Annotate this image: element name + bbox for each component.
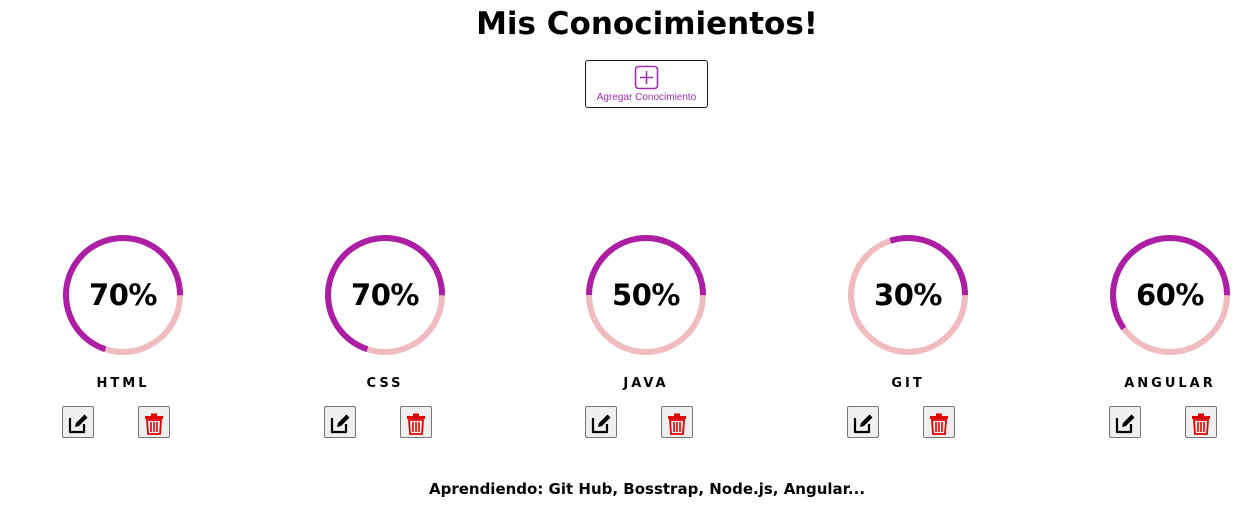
delete-button[interactable] — [1185, 406, 1217, 438]
skill-progress-ring — [847, 234, 969, 356]
edit-button[interactable] — [585, 406, 617, 438]
trash-icon — [145, 413, 163, 435]
skill-percent: 50% — [612, 278, 680, 312]
skill-name: CSS — [366, 376, 404, 391]
edit-button[interactable] — [847, 406, 879, 438]
skill-name: JAVA — [623, 376, 669, 391]
add-knowledge-button[interactable]: Agregar Conocimiento — [585, 60, 708, 108]
edit-icon — [591, 414, 611, 433]
skill-progress-ring — [1109, 234, 1231, 356]
trash-icon — [407, 413, 425, 435]
learning-note: Aprendiendo: Git Hub, Bosstrap, Node.js,… — [428, 480, 866, 498]
delete-button[interactable] — [138, 406, 170, 438]
skill-percent: 60% — [1136, 278, 1204, 312]
trash-icon — [1192, 413, 1210, 435]
skill-percent: 30% — [874, 278, 942, 312]
add-knowledge-label: Agregar Conocimiento — [596, 92, 697, 103]
delete-button[interactable] — [923, 406, 955, 438]
trash-icon — [668, 413, 686, 435]
skill-percent: 70% — [89, 278, 157, 312]
skill-name: GIT — [891, 376, 925, 391]
skill-name: ANGULAR — [1124, 376, 1216, 391]
progress-arc — [325, 235, 445, 355]
edit-icon — [330, 414, 350, 433]
progress-arc — [1109, 235, 1230, 355]
skill-progress-ring — [585, 234, 707, 356]
page-title: Mis Conocimientos! — [476, 6, 818, 42]
delete-button[interactable] — [661, 406, 693, 438]
edit-button[interactable] — [324, 406, 356, 438]
plus-square-icon — [634, 65, 659, 90]
delete-button[interactable] — [400, 406, 432, 438]
edit-button[interactable] — [62, 406, 94, 438]
edit-button[interactable] — [1109, 406, 1141, 438]
trash-icon — [930, 413, 948, 435]
edit-icon — [853, 414, 873, 433]
skill-name: HTML — [96, 376, 150, 391]
edit-icon — [68, 414, 88, 433]
progress-arc — [586, 235, 706, 355]
skill-progress-ring — [324, 234, 446, 356]
skill-percent: 70% — [351, 278, 419, 312]
skill-progress-ring — [62, 234, 184, 356]
progress-arc — [848, 235, 968, 355]
edit-icon — [1115, 414, 1135, 433]
